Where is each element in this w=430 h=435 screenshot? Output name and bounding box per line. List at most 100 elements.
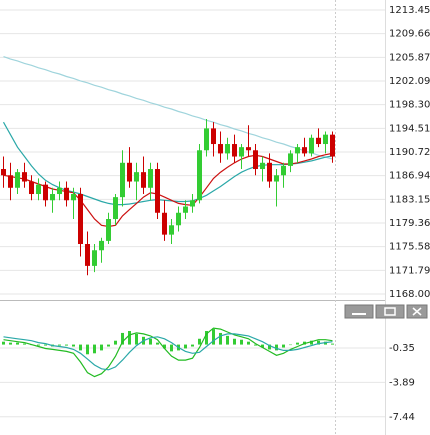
candle-body — [176, 212, 181, 226]
macd-histogram-bar — [289, 344, 292, 346]
macd-histogram-bar — [86, 344, 89, 355]
macd-histogram-bar — [170, 344, 173, 352]
y-tick-label: 1190.72 — [389, 147, 430, 158]
macd-histogram-bar — [184, 344, 187, 349]
candle-body — [316, 137, 321, 145]
candle-body — [43, 184, 48, 201]
candle-body — [183, 206, 188, 213]
y-tick-label: -3.89 — [389, 377, 415, 388]
y-tick-label: -0.35 — [389, 343, 415, 354]
macd-histogram-bar — [37, 344, 40, 346]
macd-histogram-bar — [79, 344, 82, 351]
moving-average — [3, 56, 333, 160]
macd-histogram-bar — [247, 341, 250, 345]
candle-body — [85, 244, 90, 266]
candle-body — [169, 225, 174, 235]
macd-histogram-bar — [233, 338, 236, 345]
macd-histogram-bar — [100, 344, 103, 351]
candle-body — [106, 219, 111, 241]
macd-histogram-bar — [268, 344, 271, 350]
candle-body — [99, 240, 104, 251]
macd-histogram-bar — [65, 344, 68, 346]
macd-histogram-bar — [282, 344, 285, 348]
candle-body — [267, 162, 272, 182]
moving-average — [2, 121, 333, 206]
macd-histogram-bar — [114, 340, 117, 345]
restore-icon — [384, 307, 396, 316]
candle-body — [211, 128, 216, 145]
macd-line — [3, 327, 333, 378]
candle-body — [8, 175, 13, 188]
candle-body — [1, 169, 6, 176]
y-tick-label: 1171.79 — [389, 265, 430, 276]
y-tick-label: 1186.94 — [389, 171, 430, 182]
macd-histogram-bar — [261, 344, 264, 348]
candle-body — [78, 194, 83, 245]
macd-line — [3, 333, 333, 371]
candle-body — [92, 250, 97, 266]
candle-body — [260, 162, 265, 170]
candle-body — [120, 162, 125, 198]
close-icon — [412, 307, 422, 316]
candle-body — [148, 169, 153, 188]
macd-histogram-bar — [275, 344, 278, 351]
candle-body — [295, 147, 300, 154]
candle-body — [141, 172, 146, 188]
y-tick-label: -7.44 — [389, 412, 415, 423]
y-tick-label: 1168.00 — [389, 289, 430, 300]
macd-histogram-bar — [93, 344, 96, 354]
macd-histogram-bar — [149, 338, 152, 345]
y-tick-label: 1198.30 — [389, 100, 430, 111]
candle-body — [127, 162, 132, 182]
window-buttons — [344, 304, 428, 319]
candle-body — [64, 187, 69, 201]
candle-body — [57, 187, 62, 195]
candle-body — [239, 147, 244, 157]
candle-body — [274, 175, 279, 182]
macd-histogram-bar — [198, 338, 201, 345]
macd-histogram-bar — [2, 341, 5, 345]
macd-histogram-bar — [9, 342, 12, 345]
candle-body — [113, 197, 118, 220]
macd-histogram-bar — [121, 332, 124, 345]
candle-body — [302, 147, 307, 154]
candle-body — [309, 137, 314, 154]
restore-button[interactable] — [375, 304, 405, 319]
macd-histogram-bar — [44, 344, 47, 346]
y-tick-label: 1209.66 — [389, 29, 430, 40]
macd-histogram-bar — [135, 333, 138, 345]
macd-histogram-bar — [107, 344, 110, 347]
y-tick-label: 1183.15 — [389, 194, 430, 205]
macd-histogram-bar — [128, 331, 131, 345]
macd-histogram-bar — [219, 332, 222, 345]
candle-body — [218, 144, 223, 154]
macd-histogram-bar — [310, 340, 313, 345]
macd-histogram-bar — [317, 340, 320, 345]
candle-body — [281, 165, 286, 176]
y-tick-label: 1205.87 — [389, 52, 430, 63]
candle-body — [288, 153, 293, 166]
macd-histogram-bar — [212, 329, 215, 345]
candle-body — [162, 212, 167, 235]
y-tick-label: 1194.51 — [389, 123, 430, 134]
candle-body — [253, 150, 258, 170]
macd-histogram-bar — [156, 342, 159, 345]
candle-body — [246, 147, 251, 151]
macd-histogram-bar — [163, 344, 166, 349]
macd-histogram-bar — [72, 344, 75, 347]
candle-body — [50, 194, 55, 201]
candle-body — [29, 181, 34, 195]
y-tick-label: 1213.45 — [389, 5, 430, 16]
candle-body — [190, 200, 195, 207]
minimize-button[interactable] — [344, 304, 374, 319]
macd-histogram-bar — [23, 343, 26, 345]
macd-histogram-bar — [191, 344, 194, 347]
macd-histogram-bar — [240, 339, 243, 345]
macd-histogram-bar — [254, 344, 257, 346]
y-tick-label: 1179.36 — [389, 218, 430, 229]
macd-histogram-bar — [296, 342, 299, 345]
macd-histogram-bar — [226, 335, 229, 345]
candle-body — [36, 184, 41, 195]
candle-body — [225, 144, 230, 154]
